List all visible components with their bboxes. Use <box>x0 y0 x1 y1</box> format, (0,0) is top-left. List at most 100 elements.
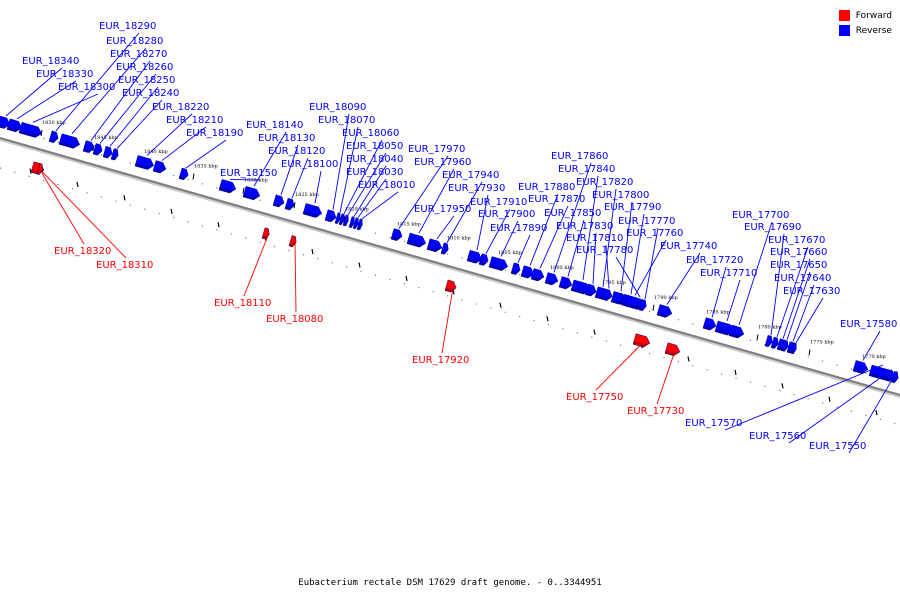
label-eur-17960: EUR_17960 <box>414 157 471 168</box>
leader-line <box>5 67 63 117</box>
label-eur-18140: EUR_18140 <box>246 120 303 131</box>
label-eur-17770: EUR_17770 <box>618 216 675 227</box>
leader-line <box>71 47 147 134</box>
leader-line <box>16 80 77 120</box>
gene-eur-18100 <box>302 203 323 218</box>
leader-line <box>253 131 287 187</box>
leader-line <box>553 162 592 273</box>
leader-line <box>615 256 641 298</box>
label-eur-17870: EUR_17870 <box>528 194 585 205</box>
tick-mark <box>652 304 655 311</box>
label-eur-18110: EUR_18110 <box>214 298 271 309</box>
gene-eur-17810 <box>600 288 613 301</box>
leader-line <box>418 168 455 234</box>
tick-mark <box>808 349 811 356</box>
label-eur-18100: EUR_18100 <box>281 159 338 170</box>
leader-line <box>353 165 387 217</box>
tick-mark <box>192 173 195 180</box>
label-eur-17630: EUR_17630 <box>783 286 840 297</box>
gene-eur-17870 <box>530 268 545 282</box>
leader-line <box>582 175 599 280</box>
gene-eur-17900 <box>488 256 509 271</box>
gene-eur-17840 <box>570 279 591 295</box>
gene-eur-18250 <box>102 146 113 159</box>
leader-line <box>666 252 701 305</box>
label-eur-18300: EUR_18300 <box>58 82 115 93</box>
leader-line <box>441 287 454 354</box>
label-eur-18340: EUR_18340 <box>22 56 79 67</box>
leader-line <box>41 171 127 259</box>
label-eur-18120: EUR_18120 <box>268 146 325 157</box>
leader-line <box>656 350 676 405</box>
leader-line <box>146 113 193 156</box>
leader-line <box>602 188 617 287</box>
label-eur-17740: EUR_17740 <box>660 241 717 252</box>
leader-line <box>592 232 597 284</box>
label-eur-17920: EUR_17920 <box>412 355 469 366</box>
label-eur-17910: EUR_17910 <box>470 197 527 208</box>
leader-line <box>788 369 893 444</box>
leader-line <box>90 60 151 141</box>
leader-line <box>55 32 140 132</box>
leader-line <box>243 235 269 297</box>
gene-eur-18330 <box>6 118 23 133</box>
label-eur-17720: EUR_17720 <box>686 255 743 266</box>
tick-label: 1795 kbp <box>602 280 626 286</box>
lane-mark <box>734 369 737 376</box>
gene-eur-17950 <box>426 238 443 253</box>
gene-eur-17880 <box>520 265 535 279</box>
leader-line <box>776 246 809 338</box>
leader-line <box>782 258 811 339</box>
gene-eur-17650 <box>780 339 789 352</box>
label-eur-17830: EUR_17830 <box>556 221 613 232</box>
gene-eur-18080 <box>288 235 297 248</box>
label-eur-18260: EUR_18260 <box>116 62 173 73</box>
gene-eur-17760 <box>624 295 641 309</box>
leader-line <box>446 181 483 244</box>
leader-line <box>634 239 667 296</box>
label-eur-18250: EUR_18250 <box>118 75 175 86</box>
gene-eur-17920 <box>444 279 457 293</box>
lane-mark <box>781 383 784 389</box>
leader-line <box>161 126 207 161</box>
leader-line <box>116 99 163 149</box>
backbone-shadow <box>0 138 900 398</box>
leader-line <box>539 205 569 269</box>
leader-line <box>567 219 585 277</box>
reverse-swatch <box>838 25 850 36</box>
leader-line <box>792 284 815 342</box>
leader-line <box>39 169 85 245</box>
gene-eur-18270 <box>82 140 95 154</box>
label-eur-17700: EUR_17700 <box>732 210 789 221</box>
label-eur-18060: EUR_18060 <box>342 128 399 139</box>
tick-label: 1810 kbp <box>447 236 471 242</box>
label-eur-17810: EUR_17810 <box>566 233 623 244</box>
gene-eur-17970 <box>390 228 403 241</box>
leader-line <box>280 144 299 195</box>
label-eur-17880: EUR_17880 <box>518 182 575 193</box>
gene-eur-17740 <box>656 304 673 318</box>
tick-label: 1835 kbp <box>194 163 218 169</box>
tick-mark <box>756 334 759 341</box>
gene-eur-17550 <box>890 371 899 384</box>
gene-eur-18280 <box>58 133 80 149</box>
label-eur-17760: EUR_17760 <box>626 228 683 239</box>
tick-label: 1800 kbp <box>550 265 574 271</box>
label-eur-17650: EUR_17650 <box>770 260 827 271</box>
gene-eur-18070 <box>334 212 341 224</box>
tick-label: 1825 kbp <box>295 192 319 198</box>
gene-eur-18030 <box>352 217 359 230</box>
label-eur-17900: EUR_17900 <box>478 209 535 220</box>
leader-line <box>398 155 449 229</box>
lane-mark <box>405 275 408 282</box>
label-leader-lines <box>5 32 898 454</box>
leader-line <box>99 73 157 144</box>
label-eur-18310: EUR_18310 <box>96 260 153 271</box>
label-eur-18220: EUR_18220 <box>152 102 209 113</box>
gene-eur-18060 <box>338 213 345 226</box>
gene-eur-18300 <box>18 122 42 138</box>
label-eur-17940: EUR_17940 <box>442 170 499 181</box>
map-caption: Eubacterium rectale DSM 17629 draft geno… <box>298 578 602 588</box>
lane-mark <box>546 316 549 322</box>
leader-line <box>185 139 227 169</box>
